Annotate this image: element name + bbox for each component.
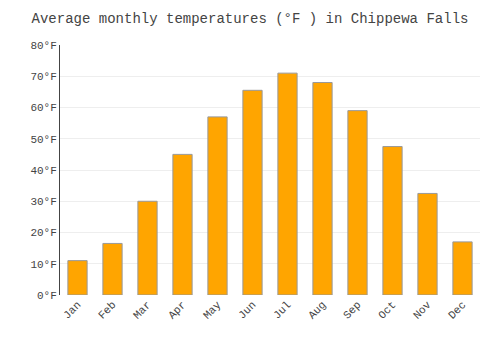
svg-text:Sep: Sep	[341, 299, 363, 321]
svg-text:30°F: 30°F	[30, 196, 56, 208]
svg-text:Oct: Oct	[376, 299, 398, 321]
svg-text:Dec: Dec	[446, 299, 468, 321]
svg-text:Feb: Feb	[96, 299, 118, 321]
svg-text:Mar: Mar	[131, 299, 153, 321]
svg-text:40°F: 40°F	[30, 165, 56, 177]
svg-text:May: May	[201, 299, 224, 322]
svg-text:Jun: Jun	[236, 299, 258, 321]
svg-text:Jul: Jul	[271, 299, 293, 321]
svg-text:Aug: Aug	[306, 299, 328, 321]
svg-text:60°F: 60°F	[30, 102, 56, 114]
svg-text:10°F: 10°F	[30, 259, 56, 271]
svg-text:Apr: Apr	[166, 299, 188, 321]
svg-text:Jan: Jan	[61, 299, 83, 321]
svg-text:70°F: 70°F	[30, 71, 56, 83]
svg-text:Nov: Nov	[411, 299, 434, 322]
svg-text:20°F: 20°F	[30, 227, 56, 239]
svg-text:0°F: 0°F	[37, 290, 57, 302]
svg-text:Average monthly temperatures (: Average monthly temperatures (°F ) in Ch…	[32, 11, 469, 27]
svg-text:80°F: 80°F	[30, 40, 56, 52]
svg-text:50°F: 50°F	[30, 134, 56, 146]
